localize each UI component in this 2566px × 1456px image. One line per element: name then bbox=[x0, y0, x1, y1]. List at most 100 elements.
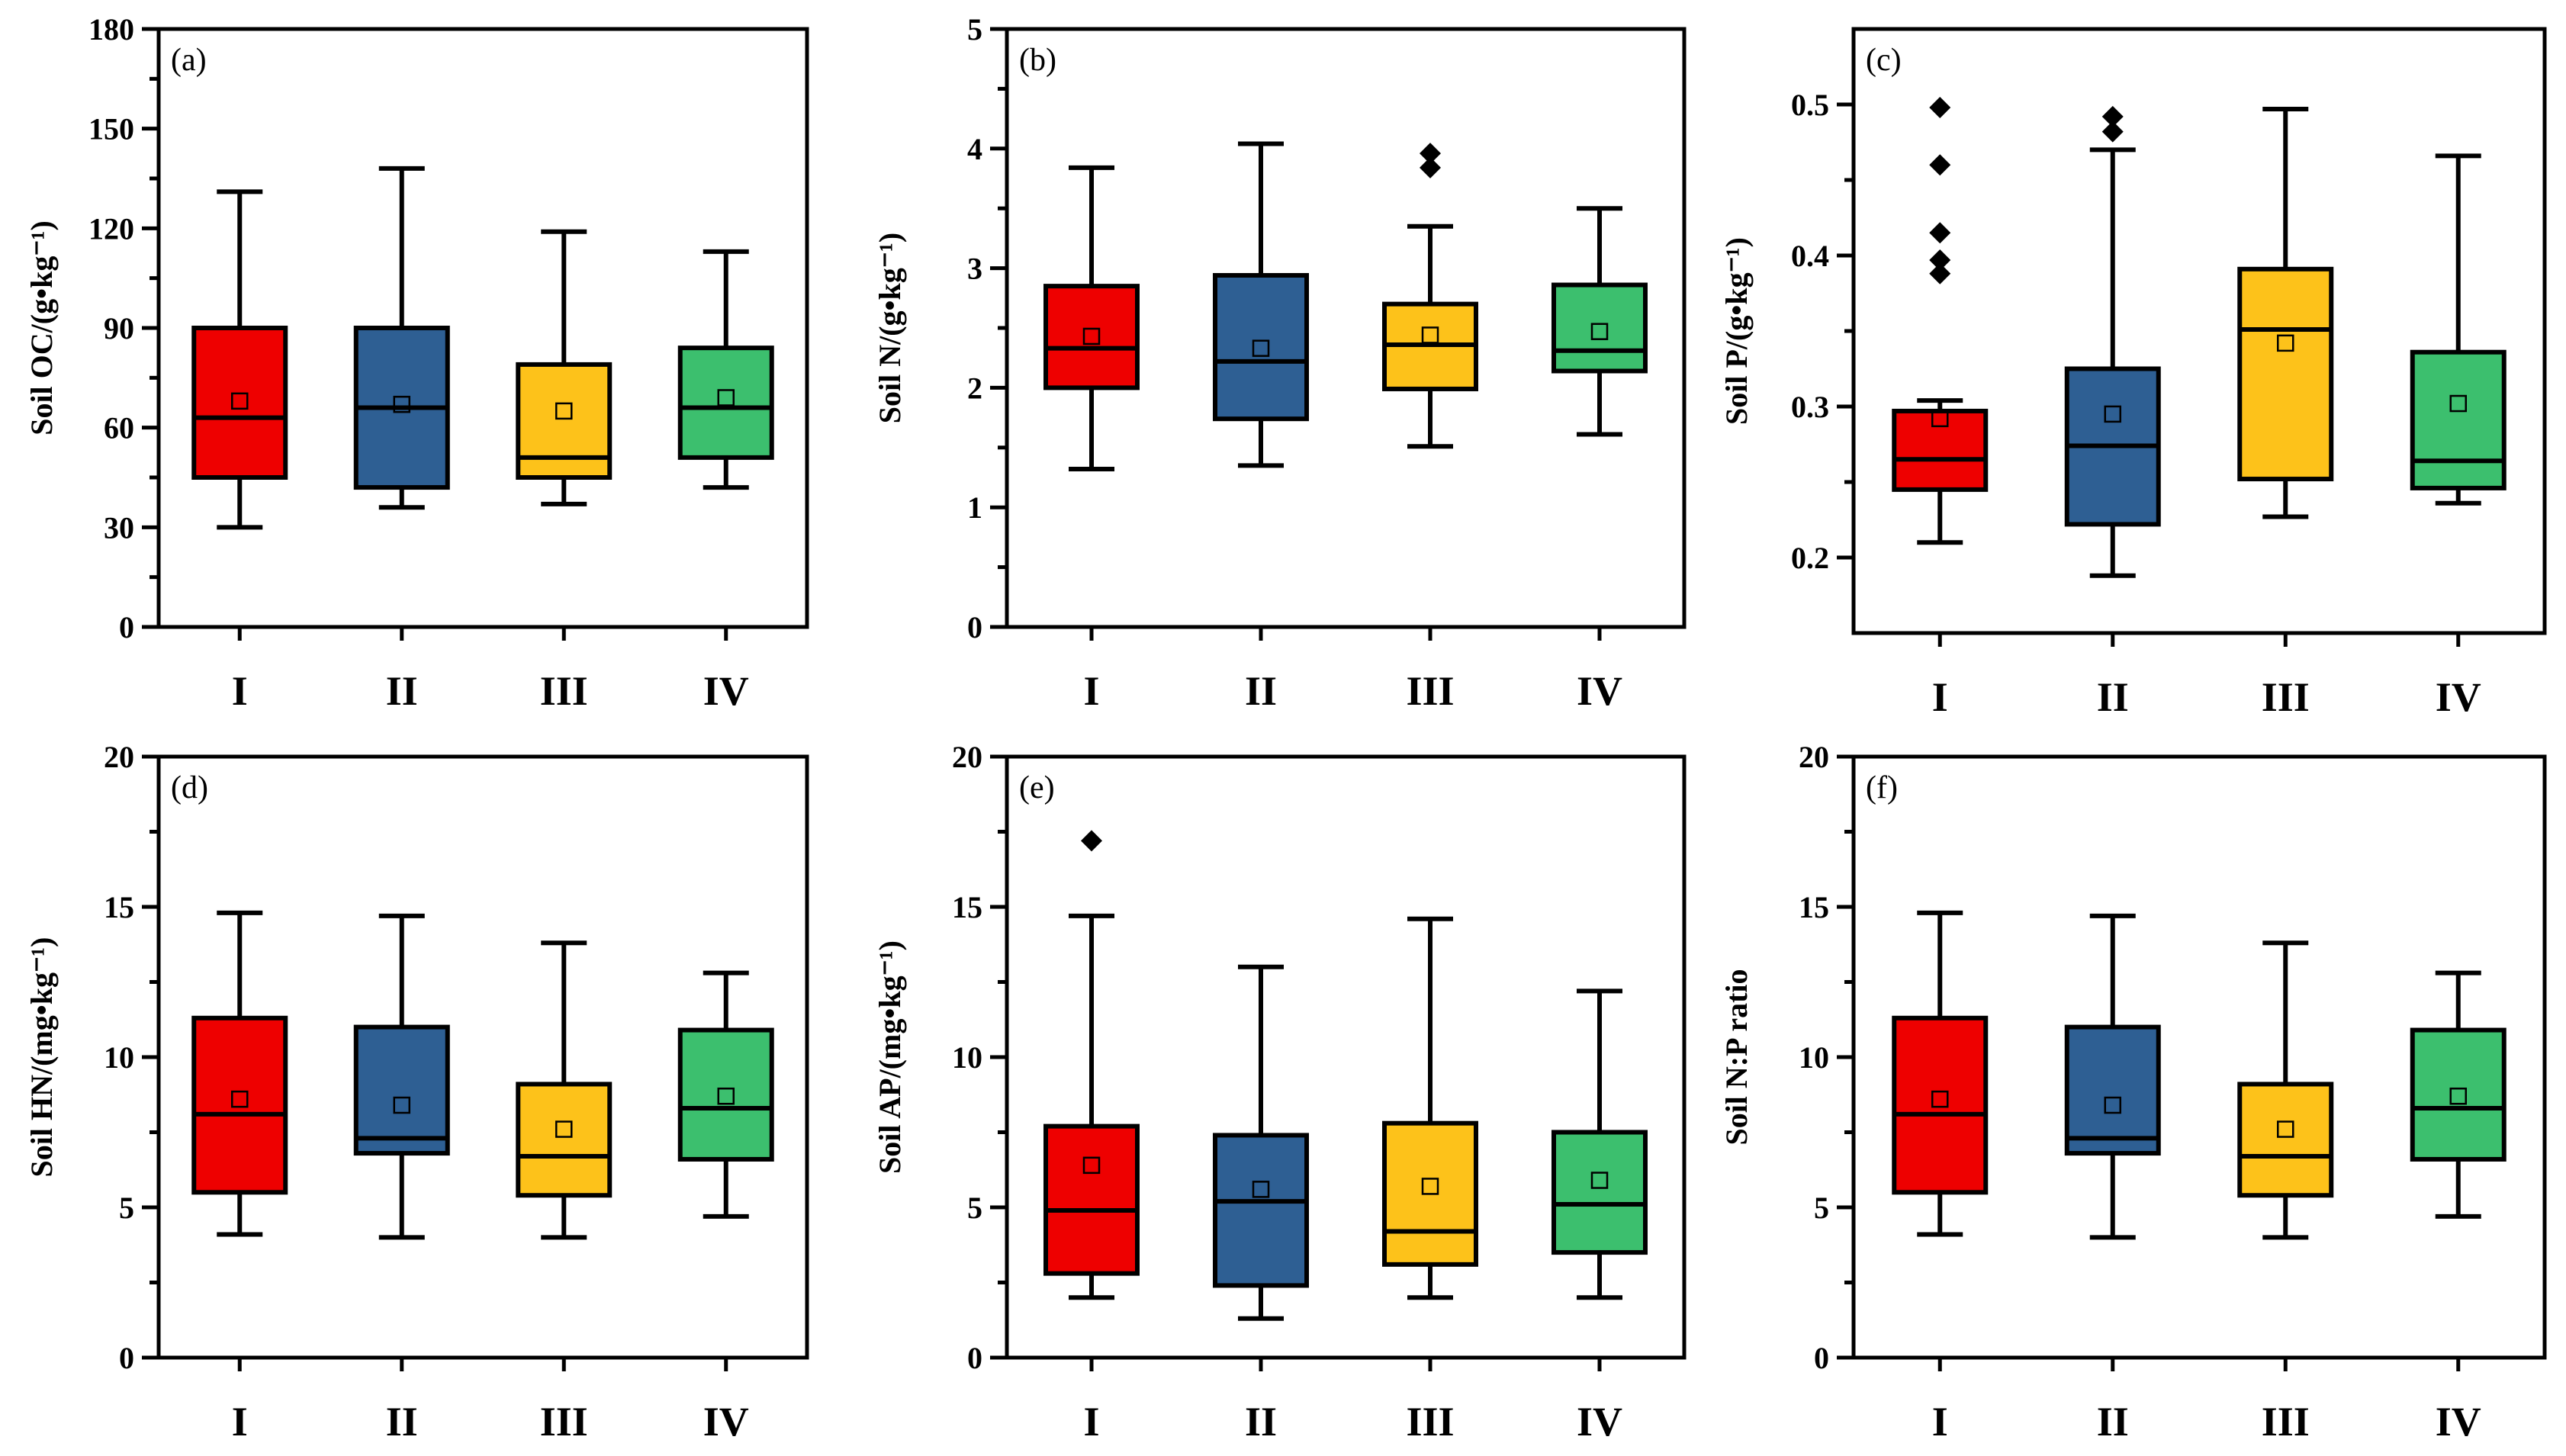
y-tick-label: 150 bbox=[88, 112, 134, 146]
y-tick-label: 180 bbox=[88, 12, 134, 47]
x-tick-label: IV bbox=[1577, 1399, 1622, 1445]
mean-marker bbox=[2104, 405, 2121, 423]
box-II bbox=[353, 166, 450, 510]
box-III bbox=[2237, 106, 2334, 519]
x-tick-label: I bbox=[232, 1399, 248, 1445]
box-III bbox=[1382, 916, 1478, 1300]
x-tick-label: III bbox=[2262, 1399, 2310, 1445]
x-tick-label: III bbox=[540, 1399, 588, 1445]
iqr-box bbox=[1043, 1123, 1140, 1276]
y-tick-label: 30 bbox=[104, 510, 134, 545]
mean-marker bbox=[1082, 1156, 1101, 1175]
x-tick-label: IV bbox=[1577, 668, 1622, 714]
box-I bbox=[1892, 910, 1989, 1237]
box-II bbox=[1213, 964, 1309, 1321]
box-IV bbox=[1551, 206, 1648, 437]
y-tick-label: 5 bbox=[967, 12, 982, 47]
outlier-point bbox=[1929, 154, 1951, 176]
mean-marker bbox=[555, 402, 573, 420]
outlier-point bbox=[1929, 96, 1951, 118]
box-I bbox=[1892, 96, 1989, 545]
x-tick-label: II bbox=[386, 668, 418, 714]
panel-label: (f) bbox=[1866, 770, 1898, 805]
x-tick-label: I bbox=[1932, 1399, 1948, 1445]
outlier-point bbox=[2101, 121, 2124, 143]
mean-marker bbox=[2449, 394, 2467, 413]
box-IV bbox=[677, 970, 774, 1219]
y-axis-label: Soil N:P ratio bbox=[1719, 969, 1754, 1145]
y-tick-label: 15 bbox=[1799, 890, 1829, 924]
iqr-box bbox=[2064, 1024, 2161, 1156]
y-tick-label: 60 bbox=[104, 411, 134, 445]
y-tick-label: 20 bbox=[952, 740, 982, 774]
mean-marker bbox=[231, 392, 249, 410]
box-III bbox=[2237, 940, 2334, 1240]
mean-marker bbox=[393, 395, 410, 413]
box-II bbox=[353, 913, 450, 1240]
iqr-box bbox=[1551, 1130, 1648, 1255]
y-axis-label: Soil P/(g•kg⁻¹) bbox=[1719, 237, 1754, 425]
y-tick-label: 20 bbox=[104, 740, 134, 774]
y-tick-label: 3 bbox=[967, 252, 982, 286]
y-tick-label: 0 bbox=[119, 1341, 134, 1375]
box-I bbox=[1043, 830, 1140, 1300]
y-tick-label: 2 bbox=[967, 371, 982, 405]
y-tick-label: 15 bbox=[104, 890, 134, 924]
x-tick-label: IV bbox=[2436, 1399, 2481, 1445]
y-tick-label: 0.2 bbox=[1791, 541, 1829, 575]
iqr-box bbox=[1551, 282, 1648, 374]
box-I bbox=[191, 189, 288, 530]
iqr-box bbox=[191, 326, 288, 480]
mean-marker bbox=[2277, 334, 2294, 352]
x-tick-label: II bbox=[1245, 1399, 1277, 1445]
y-axis-label: Soil N/(g•kg⁻¹) bbox=[873, 233, 907, 423]
mean-marker bbox=[555, 1120, 573, 1138]
box-II bbox=[2064, 105, 2161, 578]
box-II bbox=[1213, 141, 1309, 468]
y-tick-label: 0 bbox=[967, 610, 982, 644]
y-axis-label: Soil OC/(g•kg⁻¹) bbox=[24, 220, 59, 436]
y-tick-label: 0 bbox=[967, 1341, 982, 1375]
iqr-box bbox=[1213, 273, 1309, 422]
y-tick-label: 5 bbox=[119, 1191, 134, 1225]
mean-marker bbox=[717, 389, 735, 407]
y-tick-label: 0 bbox=[1814, 1341, 1829, 1375]
mean-marker bbox=[1421, 326, 1439, 344]
y-tick-label: 5 bbox=[967, 1191, 982, 1225]
mean-marker bbox=[1082, 327, 1101, 346]
mean-marker bbox=[1590, 323, 1609, 340]
y-tick-label: 10 bbox=[1799, 1040, 1829, 1075]
iqr-box bbox=[1043, 284, 1140, 391]
box-I bbox=[191, 910, 288, 1237]
outlier-point bbox=[1420, 156, 1441, 178]
mean-marker bbox=[717, 1087, 735, 1105]
outlier-point bbox=[1420, 143, 1441, 165]
box-IV bbox=[677, 249, 774, 490]
iqr-box bbox=[1213, 1133, 1309, 1288]
mean-marker bbox=[1252, 339, 1270, 357]
mean-marker bbox=[1931, 410, 1949, 428]
panel-label: (d) bbox=[171, 770, 208, 805]
x-tick-label: I bbox=[1083, 1399, 1099, 1445]
mean-marker bbox=[1590, 1172, 1609, 1189]
iqr-box bbox=[1892, 408, 1989, 492]
x-tick-label: IV bbox=[703, 668, 749, 714]
y-tick-label: 90 bbox=[104, 311, 134, 346]
iqr-box bbox=[2237, 1082, 2334, 1198]
x-tick-label: III bbox=[1406, 1399, 1454, 1445]
y-axis-label: Soil AP/(mg•kg⁻¹) bbox=[873, 940, 907, 1174]
box-I bbox=[1043, 165, 1140, 472]
box-III bbox=[516, 229, 613, 506]
y-tick-label: 0.4 bbox=[1791, 239, 1829, 273]
y-tick-label: 0.3 bbox=[1791, 390, 1829, 424]
mean-marker bbox=[1931, 1090, 1949, 1108]
x-tick-label: I bbox=[1932, 674, 1948, 720]
mean-marker bbox=[2104, 1096, 2121, 1114]
iqr-box bbox=[2410, 1027, 2507, 1162]
box-IV bbox=[1551, 988, 1648, 1300]
x-tick-label: I bbox=[232, 668, 248, 714]
